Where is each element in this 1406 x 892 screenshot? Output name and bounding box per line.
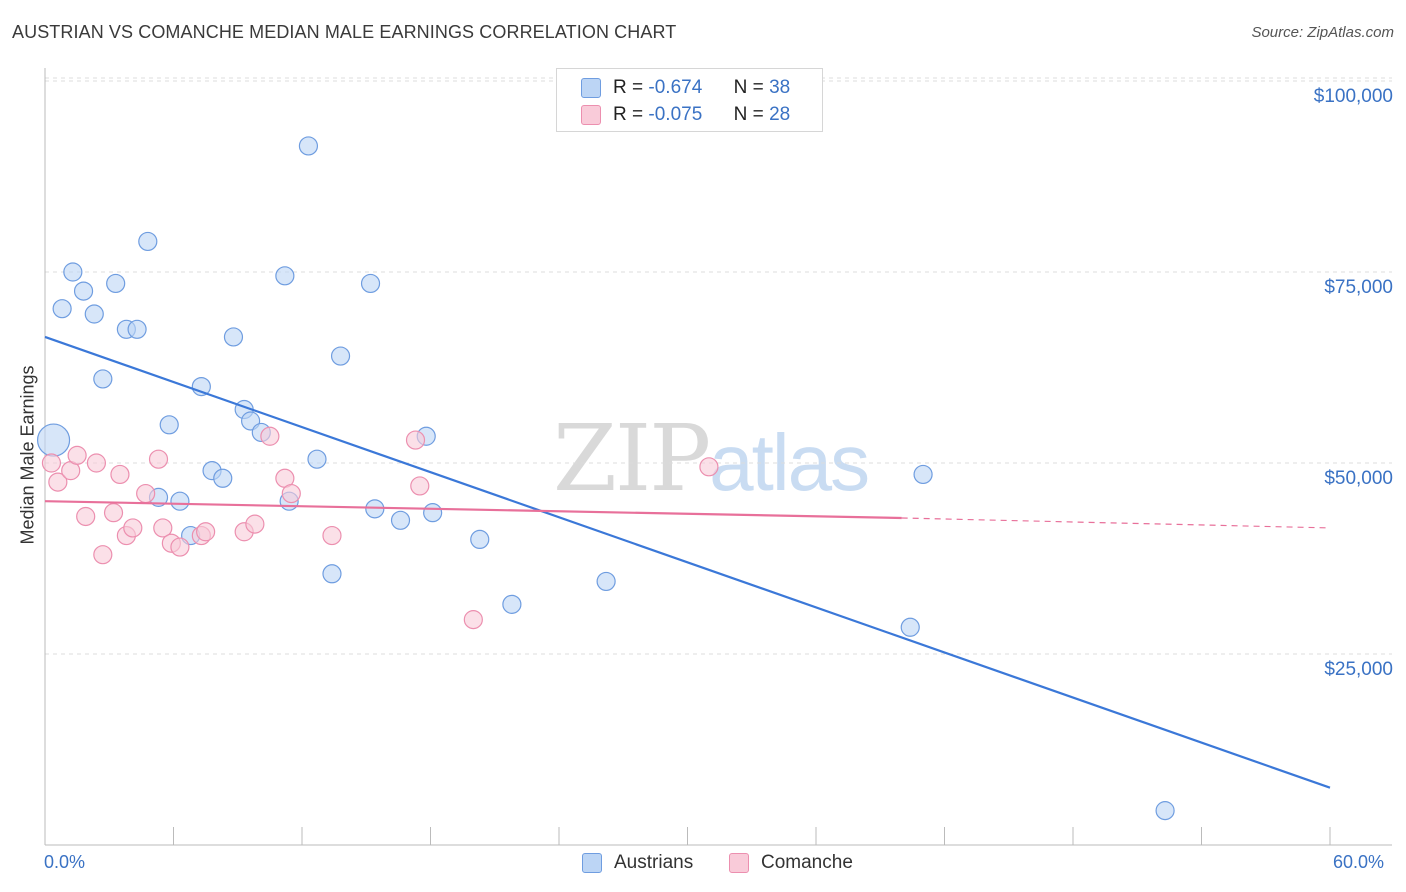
- comanche-point-5: [86, 453, 107, 473]
- comanche-point-8: [110, 464, 130, 485]
- austrians-point-12: [170, 491, 190, 511]
- comanche-point-22: [281, 483, 301, 504]
- austrians-point-5: [93, 369, 113, 389]
- comanche-point-27: [699, 457, 719, 477]
- comanche-point-17: [196, 522, 216, 542]
- austrians-point-36: [913, 464, 933, 485]
- comanche-point-12: [148, 449, 169, 469]
- austrians-r-value: -0.674: [648, 77, 703, 98]
- austrians-point-27: [360, 273, 381, 294]
- austrians-point-26: [330, 346, 351, 366]
- austrians-point-35: [900, 617, 920, 637]
- austrians-n-value: 38: [769, 77, 791, 98]
- austrians-point-3: [73, 281, 94, 301]
- austrians-point-23: [298, 136, 319, 156]
- austrians-point-6: [106, 273, 126, 294]
- austrians-point-37: [1155, 801, 1175, 821]
- x-tick-label-max: 60.0%: [1333, 852, 1385, 872]
- y-tick-label-100000: $100,000: [1313, 86, 1393, 107]
- comanche-point-3: [67, 445, 87, 465]
- austrians-n-label: N =: [733, 77, 764, 98]
- legend-item-austrians: Austrians: [582, 852, 693, 874]
- comanche-point-15: [170, 537, 190, 557]
- austrians-point-0: [36, 423, 71, 457]
- comanche-point-13: [153, 518, 173, 538]
- correlation-legend: R = -0.674 N = 38 R = -0.075 N = 28: [556, 68, 823, 132]
- source-credit: Source: ZipAtlas.com: [1251, 24, 1394, 41]
- comanche-point-1: [48, 472, 68, 492]
- austrians-swatch: [581, 78, 601, 98]
- austrians-point-32: [470, 529, 490, 550]
- watermark: ZIPatlas: [553, 405, 870, 512]
- austrians-point-21: [275, 266, 295, 286]
- comanche-point-26: [463, 610, 483, 630]
- austrians-point-34: [596, 571, 616, 592]
- austrians-point-11: [159, 415, 179, 435]
- legend-item-comanche: Comanche: [729, 852, 853, 874]
- comanche-swatch: [581, 105, 601, 125]
- comanche-point-7: [103, 503, 124, 523]
- x-tick-label-min: 0.0%: [44, 852, 86, 872]
- austrians-legend-swatch: [582, 853, 602, 873]
- austrians-point-16: [213, 468, 233, 488]
- comanche-point-19: [245, 514, 265, 534]
- austrians-point-1: [52, 299, 72, 319]
- austrians-point-9: [138, 231, 158, 252]
- comanche-trend-line: [44, 500, 902, 520]
- y-tick-label-75000: $75,000: [1324, 277, 1393, 298]
- legend-row-comanche: R = -0.075 N = 28: [581, 102, 790, 128]
- comanche-point-10: [123, 518, 143, 538]
- comanche-n-label: N =: [733, 104, 764, 125]
- austrians-point-33: [502, 594, 522, 614]
- comanche-point-20: [260, 426, 280, 446]
- austrians-legend-label: Austrians: [614, 852, 694, 873]
- comanche-legend-swatch: [729, 853, 749, 873]
- austrians-trend-line: [44, 335, 1331, 789]
- comanche-legend-label: Comanche: [761, 852, 853, 873]
- comanche-point-4: [76, 506, 96, 527]
- comanche-trend-extension: [901, 517, 1331, 529]
- comanche-point-11: [136, 483, 156, 504]
- austrians-point-2: [63, 262, 83, 282]
- y-axis-label: Median Male Earnings: [17, 365, 38, 545]
- comanche-point-23: [322, 525, 342, 546]
- chart-title: AUSTRIAN VS COMANCHE MEDIAN MALE EARNING…: [12, 22, 677, 42]
- watermark-zip: ZIP: [553, 405, 711, 512]
- legend-row-austrians: R = -0.674 N = 38: [581, 75, 790, 101]
- comanche-point-6: [93, 545, 113, 565]
- comanche-r-label: R =: [613, 104, 644, 125]
- austrians-point-17: [223, 327, 244, 347]
- comanche-point-24: [405, 430, 426, 450]
- y-tick-label-50000: $50,000: [1324, 468, 1393, 489]
- austrians-point-24: [307, 449, 327, 469]
- comanche-r-value: -0.075: [648, 104, 703, 125]
- comanche-n-value: 28: [769, 104, 791, 125]
- austrians-point-4: [84, 304, 104, 324]
- austrians-r-label: R =: [613, 77, 644, 98]
- austrians-point-31: [423, 503, 443, 523]
- y-tick-label-25000: $25,000: [1324, 659, 1393, 680]
- austrians-point-29: [390, 510, 411, 530]
- austrians-point-8: [127, 319, 147, 339]
- comanche-point-0: [41, 453, 62, 473]
- austrians-point-25: [322, 564, 342, 584]
- comanche-point-25: [410, 476, 430, 496]
